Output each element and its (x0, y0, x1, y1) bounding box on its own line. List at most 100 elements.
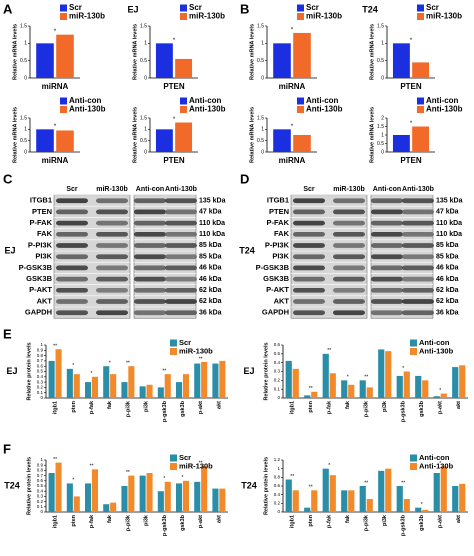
y-tick-label: 0.5 (377, 58, 384, 64)
y-tick-label: 0.4 (274, 360, 281, 365)
legend-swatch (170, 463, 177, 470)
bar (73, 374, 80, 398)
protein-label: GSK3B (26, 274, 52, 283)
cell-line-label: T24 (239, 245, 255, 255)
bar (292, 368, 299, 398)
bar (412, 126, 430, 152)
bar (378, 470, 385, 512)
band (293, 276, 325, 282)
panel-letter: A (3, 1, 13, 16)
band (165, 310, 197, 316)
bar (157, 491, 164, 512)
y-tick-label: 0.2 (274, 378, 281, 383)
legend-label: Scr (189, 3, 202, 12)
bar (285, 479, 292, 512)
protein-label: GAPDH (25, 308, 52, 317)
significance-label: * (163, 476, 165, 482)
band (293, 287, 325, 293)
y-tick-label: 0.7 (37, 358, 44, 363)
lane-label: Anti-con (373, 186, 401, 193)
y-tick-label: 1.5 (140, 23, 147, 29)
y-tick-label: 0 (24, 75, 27, 81)
protein-label: PTEN (269, 207, 289, 216)
band (134, 243, 166, 248)
band (333, 243, 365, 248)
legend-swatch (410, 348, 417, 355)
y-axis-label: Relative mRNA levels (369, 24, 375, 80)
bar (422, 380, 429, 398)
bar (403, 499, 410, 512)
legend-swatch (180, 106, 187, 113)
band (96, 209, 128, 215)
size-label: 135 kDa (199, 197, 226, 204)
band (371, 276, 403, 282)
bar (403, 371, 410, 398)
band (333, 198, 365, 204)
band (293, 231, 325, 237)
y-axis-label: Relative mRNA levels (369, 107, 375, 163)
bar (110, 502, 117, 512)
y-tick-label: 0.2 (37, 499, 44, 504)
y-tick-label: 0 (40, 395, 43, 400)
bar (48, 360, 55, 398)
band (165, 265, 197, 271)
x-tick-label: miRNA (42, 156, 69, 165)
x-tick-label: pi3k (144, 400, 150, 412)
y-axis-label: Relative protein levels (263, 342, 269, 400)
legend-label: Anti-130b (419, 461, 454, 470)
y-tick-label: 0.5 (20, 58, 27, 64)
protein-label: GAPDH (262, 308, 289, 317)
band (333, 254, 365, 260)
y-tick-label: 0.3 (37, 494, 44, 499)
bar (121, 382, 128, 398)
x-tick-label: fak (107, 400, 113, 409)
x-tick-label: p-akt (198, 515, 204, 528)
y-tick-label: 0.6 (37, 478, 44, 483)
bar (341, 490, 348, 512)
y-axis-label: Relative protein levels (26, 457, 32, 515)
y-tick-label: 0.1 (274, 386, 281, 391)
bar (311, 490, 318, 512)
band (371, 243, 403, 248)
significance-label: ** (327, 348, 331, 354)
panel-letter: F (3, 441, 11, 456)
x-tick-label: pi3k (382, 400, 388, 412)
y-tick-label: 0.8 (37, 353, 44, 358)
panel-letter: B (240, 1, 249, 16)
y-tick-label: 1.5 (257, 115, 264, 121)
size-label: 47 kDa (199, 209, 222, 216)
band (165, 220, 197, 226)
legend-swatch (410, 454, 417, 462)
y-tick-label: 1.5 (20, 115, 27, 121)
y-axis-label: Relative protein levels (26, 342, 32, 400)
y-axis-label: Relative mRNA levels (249, 24, 255, 80)
bar (304, 507, 311, 512)
size-label: 110 kDa (436, 231, 462, 238)
bar (304, 395, 311, 398)
y-tick-label: 0 (261, 75, 264, 81)
legend-swatch (410, 463, 417, 470)
y-tick-label: 0.5 (377, 141, 384, 147)
chart-title: EJ (6, 366, 17, 376)
y-tick-label: 1 (24, 127, 27, 133)
significance-label: * (347, 375, 349, 381)
bar (194, 481, 201, 512)
y-tick-label: 0 (261, 149, 264, 155)
y-tick-label: 1.2 (274, 457, 281, 462)
x-tick-label: p-gsk3b (401, 400, 407, 422)
band (293, 310, 325, 316)
legend-label: Anti-con (419, 338, 450, 347)
band (134, 198, 166, 204)
bar (311, 391, 318, 398)
bar (103, 366, 110, 398)
band (56, 310, 88, 316)
size-label: 85 kDa (436, 253, 459, 260)
y-tick-label: 1 (144, 41, 147, 47)
band (165, 243, 197, 248)
significance-label: ** (90, 464, 94, 470)
y-tick-label: 0 (381, 75, 384, 81)
legend-label: Anti-130b (419, 346, 454, 355)
band (96, 265, 128, 271)
y-tick-label: 0.2 (37, 385, 44, 390)
legend-label: Anti-con (306, 96, 339, 105)
